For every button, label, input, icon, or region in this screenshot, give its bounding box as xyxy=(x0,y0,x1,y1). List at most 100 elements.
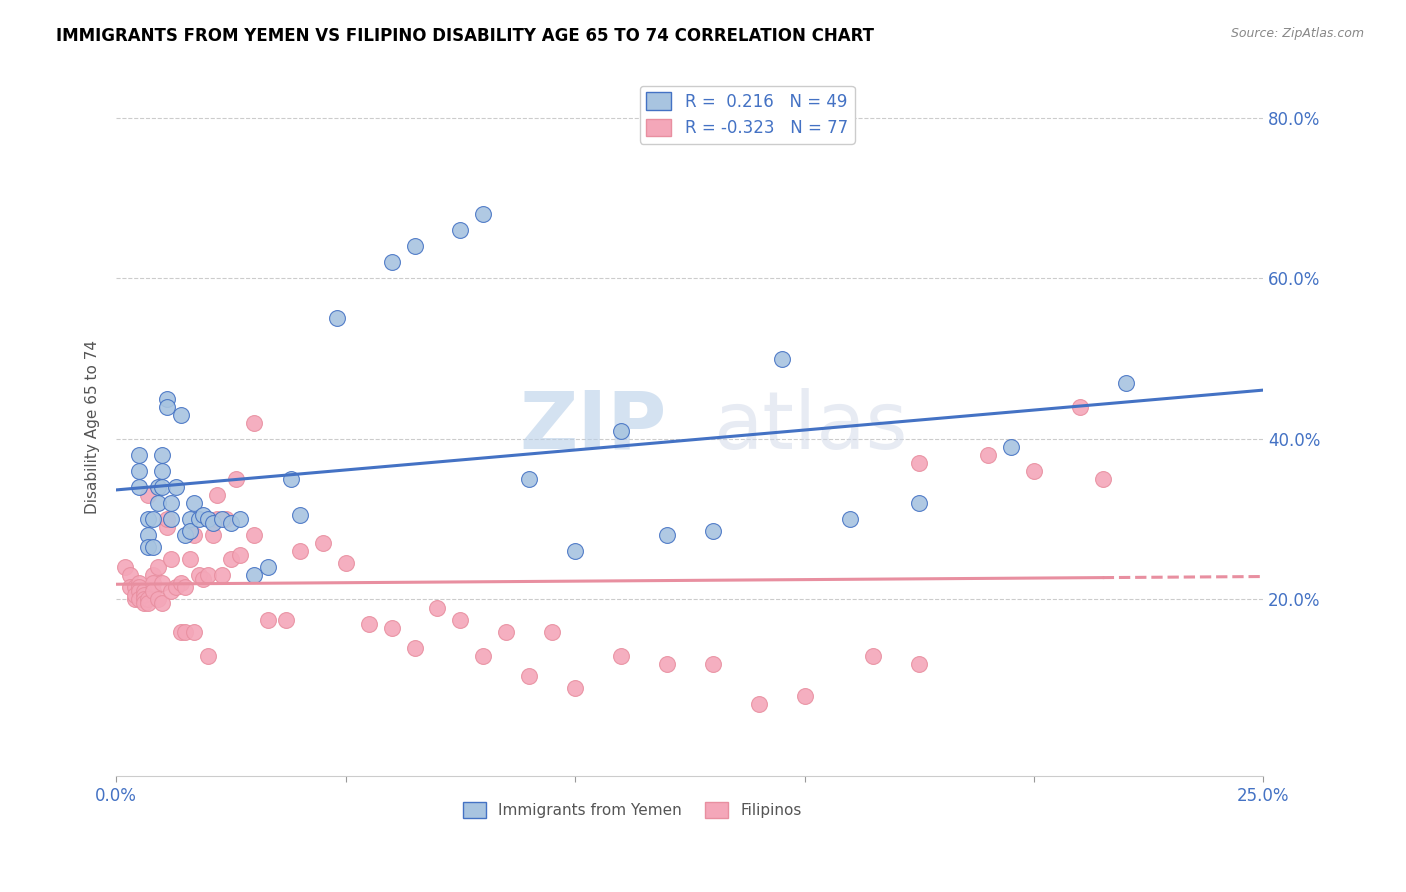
Point xyxy=(197,512,219,526)
Point xyxy=(288,508,311,523)
Point xyxy=(205,512,228,526)
Point xyxy=(146,480,169,494)
Point xyxy=(564,681,586,695)
Point xyxy=(211,512,233,526)
Point xyxy=(169,408,191,422)
Point xyxy=(183,496,205,510)
Point xyxy=(357,616,380,631)
Point xyxy=(128,581,150,595)
Point xyxy=(142,512,165,526)
Text: atlas: atlas xyxy=(713,388,907,466)
Point xyxy=(142,568,165,582)
Text: Source: ZipAtlas.com: Source: ZipAtlas.com xyxy=(1230,27,1364,40)
Point xyxy=(150,480,173,494)
Point xyxy=(225,472,247,486)
Point xyxy=(335,557,357,571)
Point xyxy=(770,351,793,366)
Point xyxy=(1000,440,1022,454)
Point xyxy=(211,568,233,582)
Point xyxy=(1022,464,1045,478)
Legend: Immigrants from Yemen, Filipinos: Immigrants from Yemen, Filipinos xyxy=(457,797,807,824)
Point xyxy=(517,669,540,683)
Point xyxy=(312,536,335,550)
Point xyxy=(114,560,136,574)
Point xyxy=(862,648,884,663)
Point xyxy=(229,512,252,526)
Point xyxy=(132,592,155,607)
Point xyxy=(138,528,160,542)
Point xyxy=(702,524,724,539)
Point xyxy=(132,584,155,599)
Point xyxy=(160,552,183,566)
Point xyxy=(124,592,146,607)
Point xyxy=(449,223,471,237)
Point xyxy=(187,512,209,526)
Point xyxy=(908,456,931,470)
Point xyxy=(274,613,297,627)
Point xyxy=(128,480,150,494)
Point xyxy=(160,496,183,510)
Point xyxy=(156,392,179,406)
Point xyxy=(977,448,1000,462)
Point xyxy=(174,624,197,639)
Point xyxy=(150,576,173,591)
Point xyxy=(118,581,141,595)
Point xyxy=(179,552,201,566)
Point xyxy=(380,255,402,269)
Point xyxy=(132,597,155,611)
Point xyxy=(128,584,150,599)
Point xyxy=(426,600,449,615)
Point xyxy=(150,597,173,611)
Point xyxy=(325,311,347,326)
Point xyxy=(201,516,224,531)
Point xyxy=(908,657,931,671)
Point xyxy=(169,624,191,639)
Point xyxy=(1091,472,1114,486)
Point xyxy=(128,576,150,591)
Point xyxy=(146,592,169,607)
Point xyxy=(197,648,219,663)
Point xyxy=(156,400,179,414)
Point xyxy=(472,207,495,221)
Point xyxy=(793,689,815,703)
Point xyxy=(128,464,150,478)
Point xyxy=(183,624,205,639)
Point xyxy=(610,424,633,438)
Point xyxy=(243,528,266,542)
Point xyxy=(229,549,252,563)
Point xyxy=(138,541,160,555)
Point xyxy=(201,528,224,542)
Point xyxy=(541,624,564,639)
Point xyxy=(655,528,678,542)
Point xyxy=(256,560,278,574)
Point xyxy=(197,568,219,582)
Point xyxy=(1115,376,1137,390)
Point xyxy=(193,573,215,587)
Point xyxy=(404,239,426,253)
Point xyxy=(179,512,201,526)
Point xyxy=(288,544,311,558)
Point xyxy=(219,516,242,531)
Point xyxy=(156,520,179,534)
Point xyxy=(169,576,191,591)
Point xyxy=(138,488,160,502)
Text: ZIP: ZIP xyxy=(520,388,666,466)
Point xyxy=(748,697,770,711)
Point xyxy=(142,576,165,591)
Point xyxy=(118,568,141,582)
Point xyxy=(150,464,173,478)
Point xyxy=(243,568,266,582)
Point xyxy=(655,657,678,671)
Point xyxy=(179,524,201,539)
Point xyxy=(156,512,179,526)
Point xyxy=(138,512,160,526)
Point xyxy=(174,528,197,542)
Point xyxy=(564,544,586,558)
Point xyxy=(160,584,183,599)
Point xyxy=(183,528,205,542)
Point xyxy=(128,592,150,607)
Point xyxy=(380,621,402,635)
Point xyxy=(146,496,169,510)
Point xyxy=(449,613,471,627)
Point xyxy=(142,541,165,555)
